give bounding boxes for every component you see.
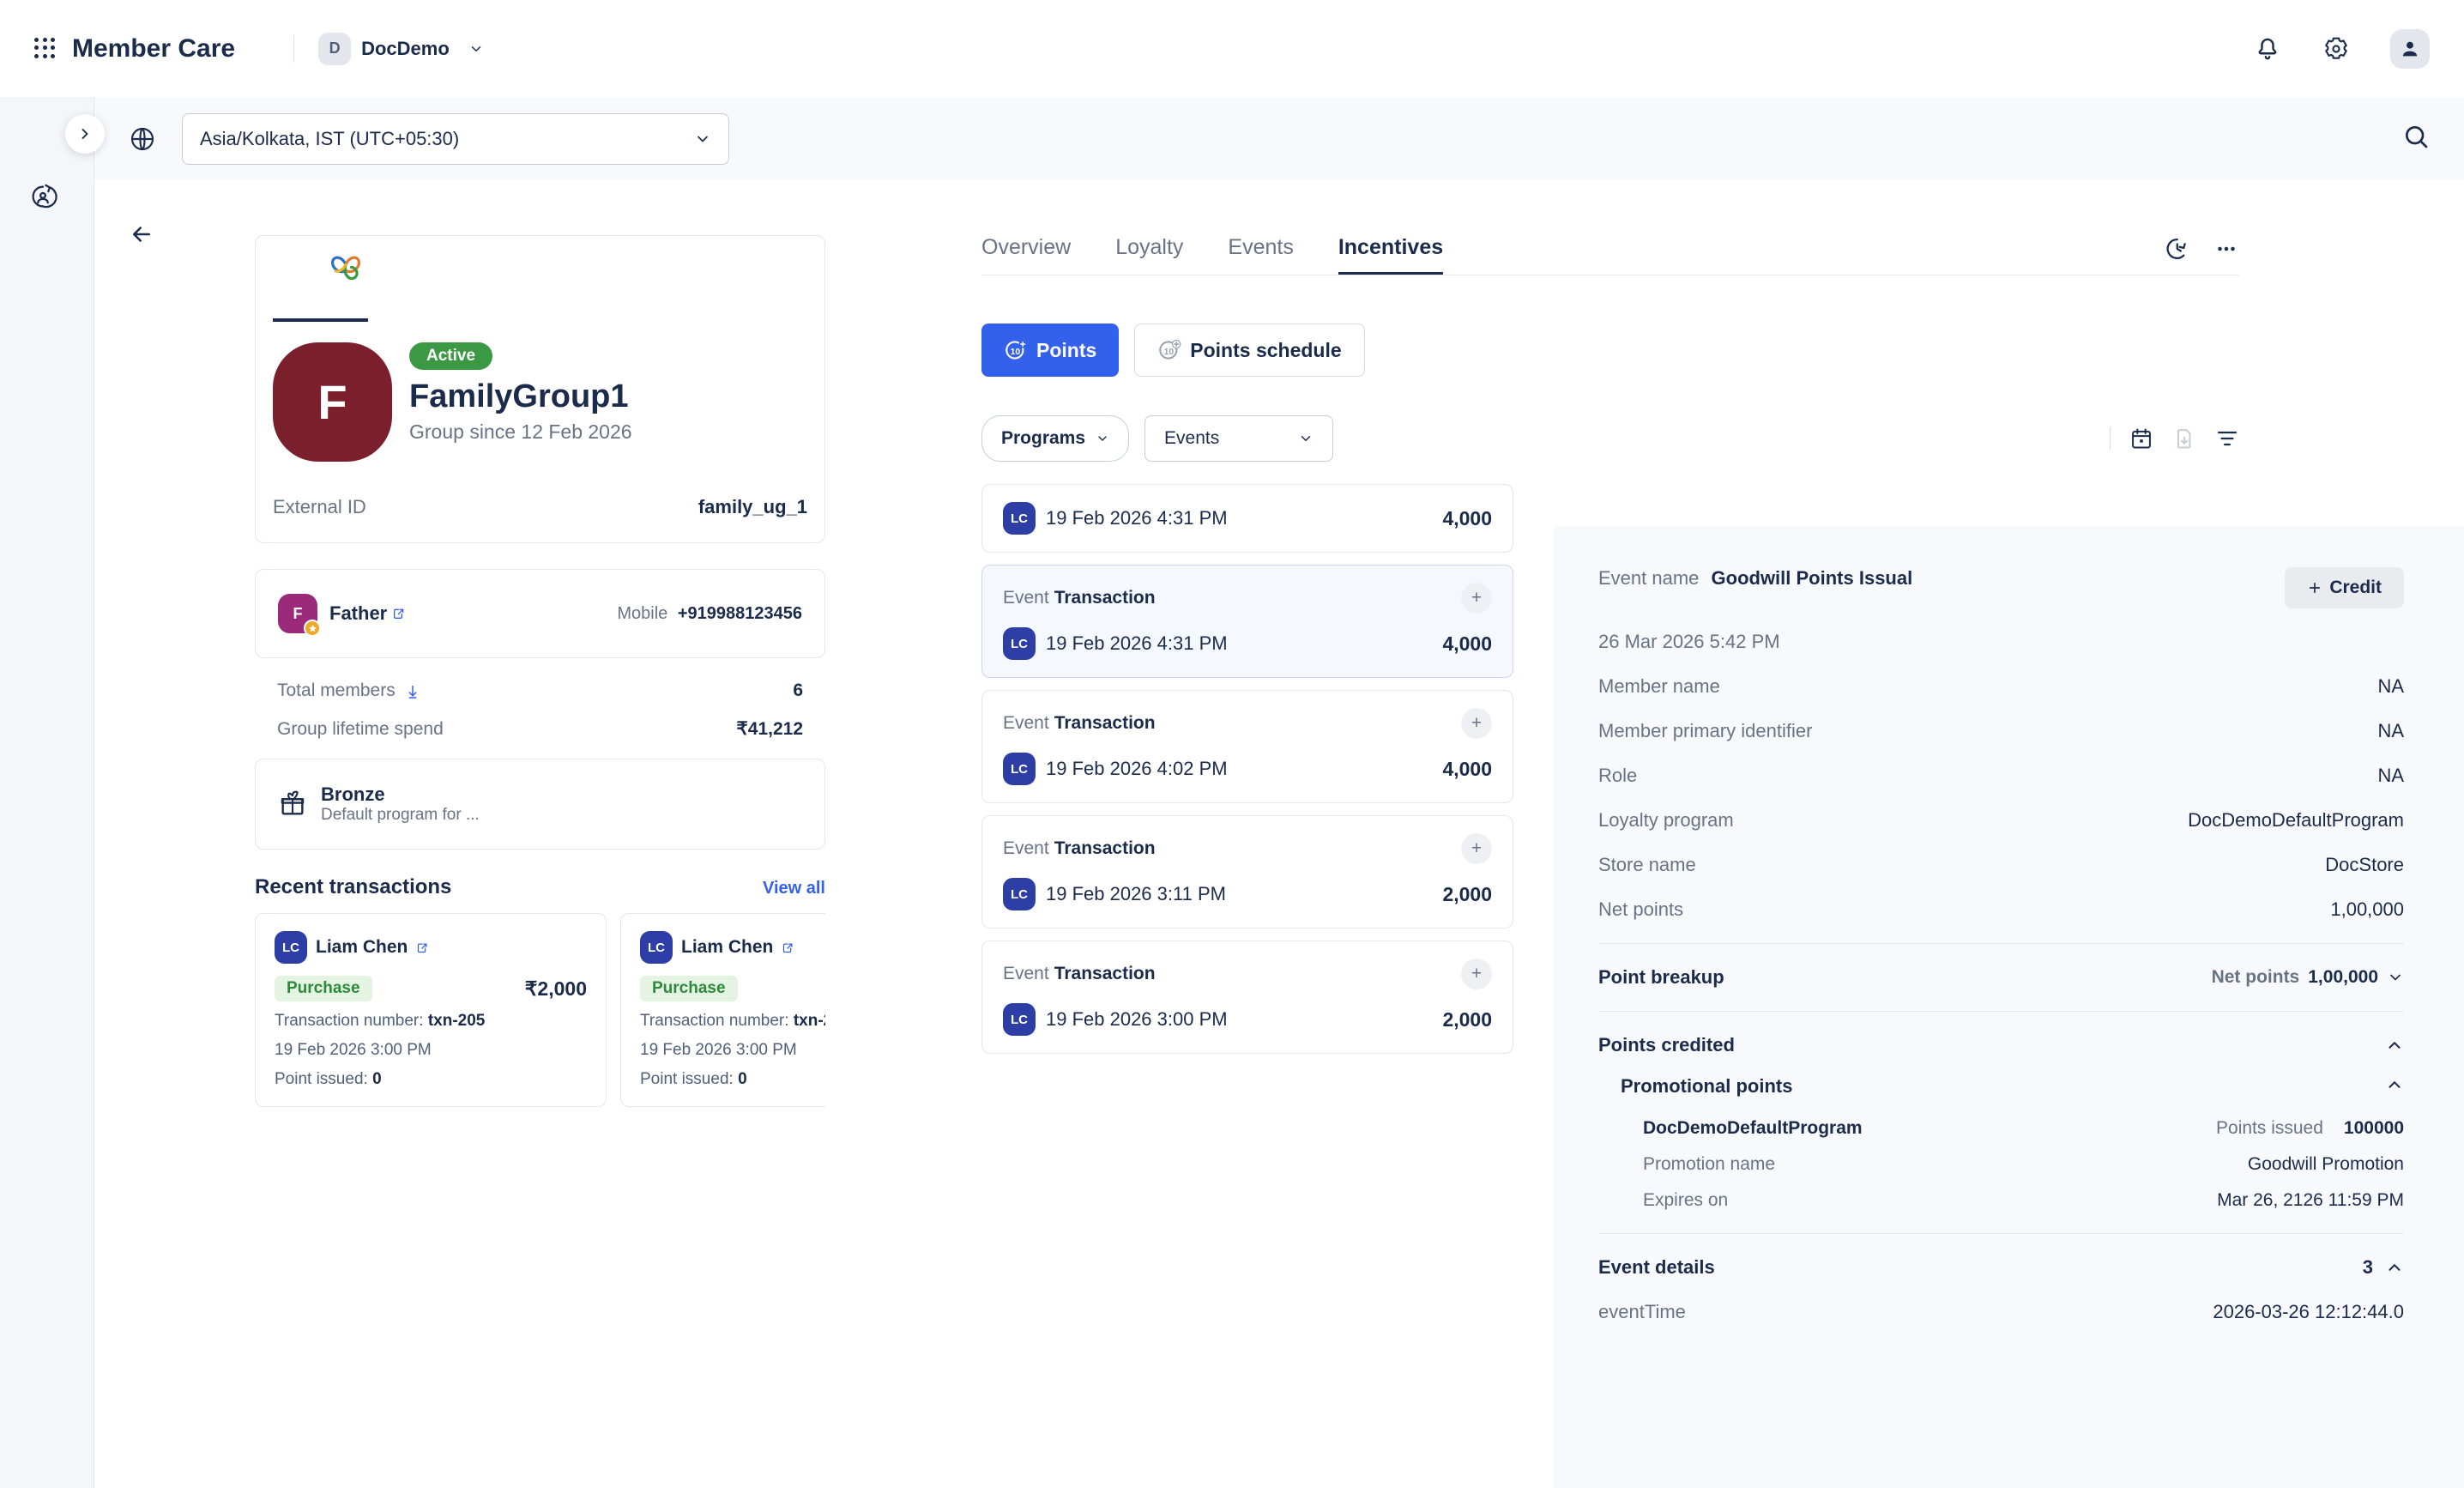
svg-text:10: 10 xyxy=(1164,347,1175,357)
svg-text:10: 10 xyxy=(1011,347,1021,357)
